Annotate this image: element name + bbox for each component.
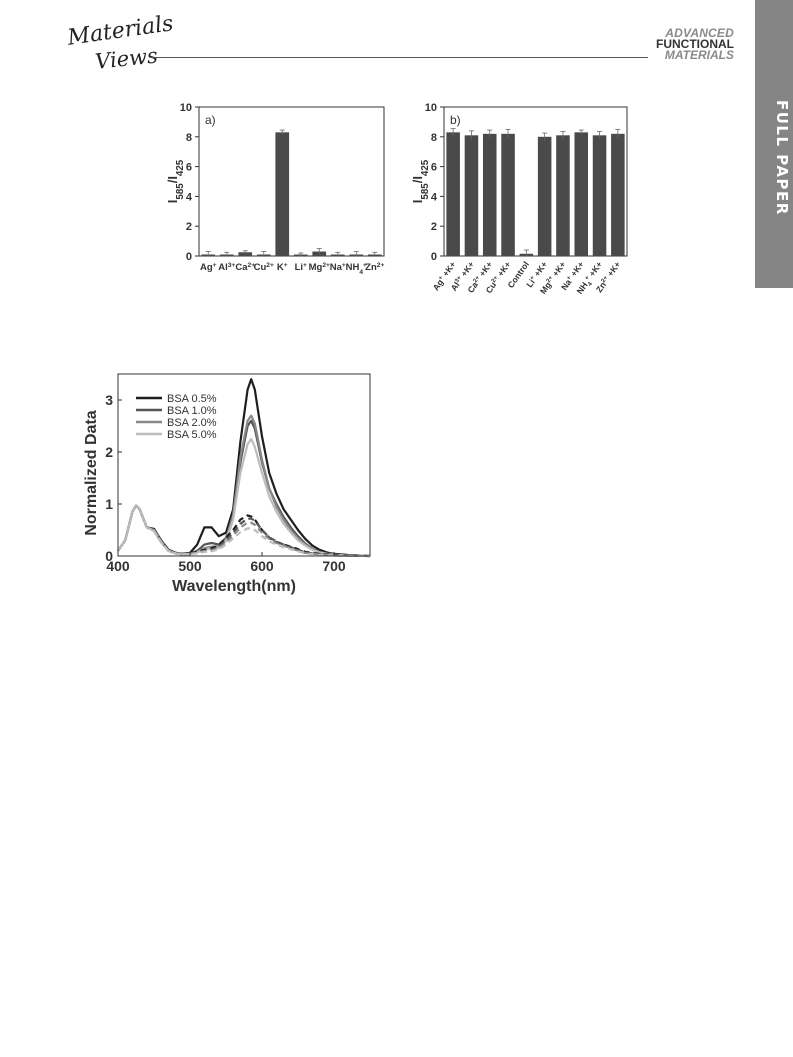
x-tick-label: Li+: [295, 262, 307, 274]
bar: [501, 133, 515, 256]
series-line: [117, 504, 371, 558]
plot-frame: [198, 106, 385, 257]
y-tick-label: 3: [105, 392, 113, 408]
bar: [446, 132, 460, 256]
y-tick-label: 8: [431, 132, 437, 144]
bar: [556, 135, 570, 256]
legend-label: BSA 5.0%: [167, 429, 217, 441]
bar: [238, 252, 253, 256]
legend-label: BSA 0.5%: [167, 393, 217, 405]
x-tick-label: 700: [322, 558, 346, 574]
materials-views-logo: Materials Views: [66, 11, 175, 74]
y-axis-label: I585/I425: [410, 159, 431, 203]
journal-logo: ADVANCED FUNCTIONAL MATERIALS: [648, 26, 734, 62]
y-tick-label: 1: [105, 496, 113, 512]
x-tick-label: K+: [277, 262, 288, 274]
spectra-line-chart: 400 500 600 700 0 1 2 3 Wavelength(nm) Normalized…: [83, 373, 371, 595]
x-tick-label: Al3+: [218, 262, 235, 274]
y-tick-label: 2: [431, 221, 437, 233]
panel-label: b): [450, 113, 461, 127]
section-side-tab: FULL PAPER: [755, 0, 793, 288]
x-tick-label: 600: [250, 558, 274, 574]
y-tick-label: 0: [186, 251, 192, 263]
x-tick-label: Na+: [330, 262, 346, 274]
header-rule: [150, 57, 648, 58]
x-tick-label: Ca2+: [235, 262, 255, 274]
y-axis-label: I585/I425: [165, 159, 186, 203]
logo-line-1: Materials: [66, 11, 175, 51]
bar: [537, 136, 552, 256]
x-tick-label: Mg2+: [309, 262, 330, 274]
x-tick-label: NH4+: [346, 262, 367, 276]
bar-chart-a: 0 2 4 6 8 10 I585/I425 a) Ag+ Al3+ Ca2+Cu2+ K+ Li+ Mg…: [165, 102, 385, 276]
bar: [592, 135, 607, 256]
legend-label: BSA 2.0%: [167, 417, 217, 429]
y-tick-label: 4: [186, 191, 193, 203]
x-tick-label: Ag+: [200, 262, 217, 274]
x-tick-label: 500: [178, 558, 202, 574]
x-axis-label: Wavelength(nm): [172, 578, 296, 595]
legend-label: BSA 1.0%: [167, 405, 217, 417]
y-tick-label: 6: [186, 162, 192, 174]
panel-label: a): [205, 113, 216, 127]
bar: [574, 132, 589, 256]
side-tab-label: FULL PAPER: [773, 100, 791, 216]
plot-frame: [117, 373, 371, 557]
y-tick-label: 2: [105, 444, 113, 460]
y-tick-label: 6: [431, 162, 437, 174]
bar: [464, 135, 479, 256]
journal-logo-line-1: ADVANCED: [665, 26, 734, 40]
series-line: [117, 437, 371, 558]
y-tick-label: 4: [431, 191, 438, 203]
series-line: [117, 504, 371, 558]
logo-line-2: Views: [94, 43, 159, 74]
bar: [275, 132, 290, 256]
journal-logo-line-3: MATERIALS: [664, 48, 734, 62]
x-tick-label: 400: [106, 558, 130, 574]
plot-frame: [443, 106, 628, 257]
bar: [482, 133, 497, 256]
y-tick-label: 2: [186, 221, 192, 233]
journal-logo-line-2: FUNCTIONAL: [656, 37, 734, 51]
y-tick-label: 8: [186, 132, 192, 144]
bar: [611, 133, 625, 256]
y-axis-label: Normalized Data: [83, 410, 100, 535]
y-tick-label: 10: [180, 102, 192, 114]
y-tick-label: 0: [105, 548, 113, 564]
x-tick-label: Zn2+: [365, 262, 384, 274]
y-tick-label: 0: [431, 251, 437, 263]
x-tick-label: Cu2+: [254, 262, 274, 274]
y-tick-label: 10: [425, 102, 437, 114]
